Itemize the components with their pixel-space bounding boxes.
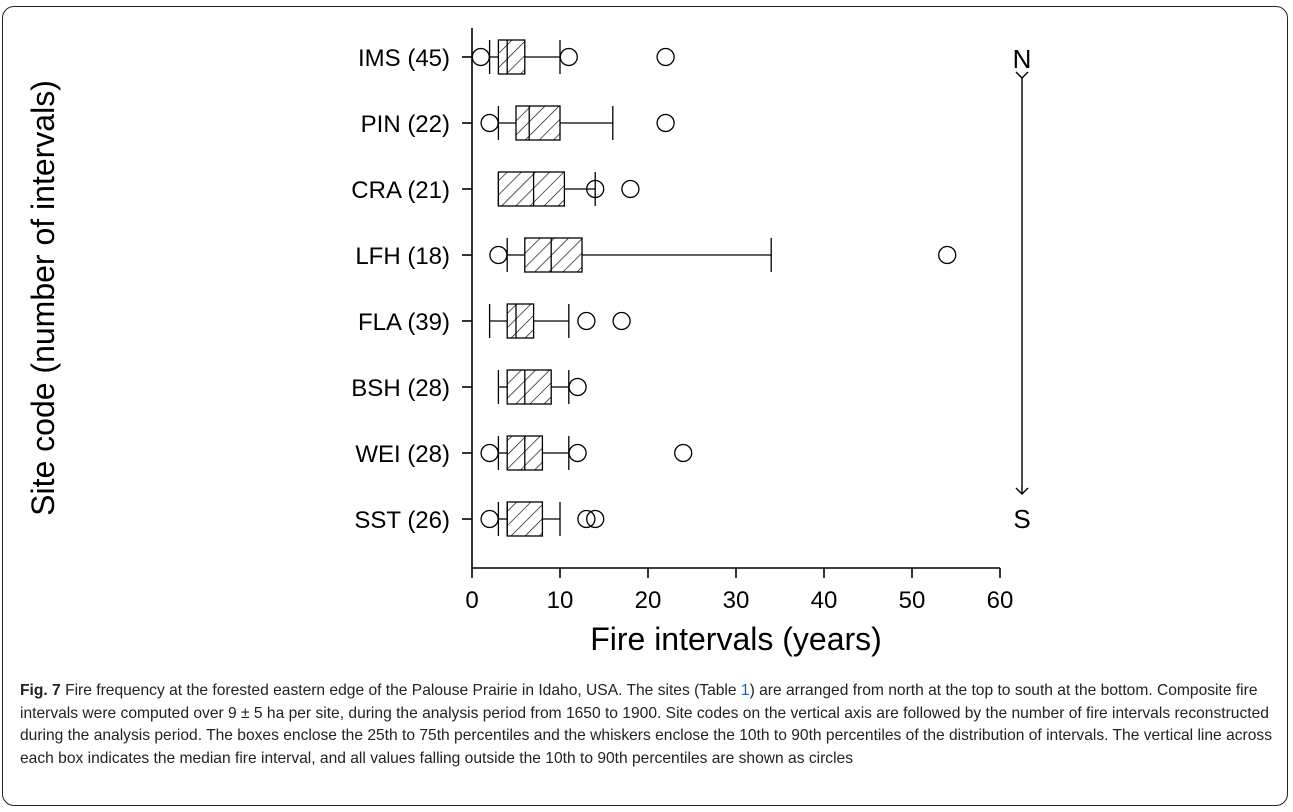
boxplot-chart: 0 10 20 30 40 50 60 IMS (45) PIN (22) CRA (21) LFH…	[25, 28, 1032, 657]
x-tick-label: 0	[465, 587, 478, 614]
iqr-box	[515, 105, 561, 141]
outlier-point	[471, 47, 490, 67]
iqr-box	[506, 501, 544, 537]
site-label: PIN (22)	[361, 111, 450, 138]
figure-label: Fig. 7	[20, 682, 61, 699]
site-label: LFH (18)	[355, 243, 450, 270]
outlier-point	[656, 47, 675, 67]
caption-text-start: Fire frequency at the forested eastern e…	[60, 682, 741, 699]
outlier-point	[577, 311, 596, 331]
site-label: FLA (39)	[358, 309, 450, 336]
site-label: WEI (28)	[355, 441, 450, 468]
iqr-box	[497, 39, 526, 75]
outlier-point	[480, 443, 499, 463]
iqr-box	[506, 369, 552, 405]
y-axis-label: Site code (number of intervals)	[25, 80, 61, 516]
north-label: N	[1013, 44, 1032, 74]
x-tick-label: 10	[547, 587, 574, 614]
x-tick-label: 40	[811, 587, 838, 614]
x-tick-label: 20	[635, 587, 662, 614]
outlier-point	[480, 509, 499, 529]
figure-frame	[2, 6, 1288, 806]
outlier-point	[674, 443, 693, 463]
outlier-point	[586, 509, 605, 529]
caption-text-end: ) are arranged from north at the top to …	[20, 682, 1272, 767]
x-tick-label: 50	[899, 587, 926, 614]
site-label: BSH (28)	[351, 375, 450, 402]
x-axis-label: Fire intervals (years)	[590, 621, 882, 657]
outlier-point	[559, 47, 578, 67]
iqr-box	[506, 303, 535, 339]
outlier-point	[938, 245, 957, 265]
x-tick-label: 30	[723, 587, 750, 614]
x-tick-label: 60	[987, 587, 1014, 614]
site-label: CRA (21)	[351, 177, 450, 204]
outlier-point	[577, 509, 596, 529]
outlier-point	[568, 377, 587, 397]
outlier-point	[480, 113, 499, 133]
south-label: S	[1013, 504, 1030, 534]
table-reference-link[interactable]: 1	[740, 682, 750, 699]
iqr-box	[497, 171, 566, 207]
iqr-box	[524, 237, 583, 273]
outlier-point	[621, 179, 640, 199]
site-label: IMS (45)	[358, 45, 450, 72]
figure-caption: Fig. 7 Fire frequency at the forested ea…	[20, 680, 1275, 770]
outlier-point	[489, 245, 508, 265]
outlier-point	[586, 179, 605, 199]
outlier-point	[656, 113, 675, 133]
site-label: SST (26)	[354, 507, 450, 534]
outlier-point	[568, 443, 587, 463]
outlier-point	[612, 311, 631, 331]
